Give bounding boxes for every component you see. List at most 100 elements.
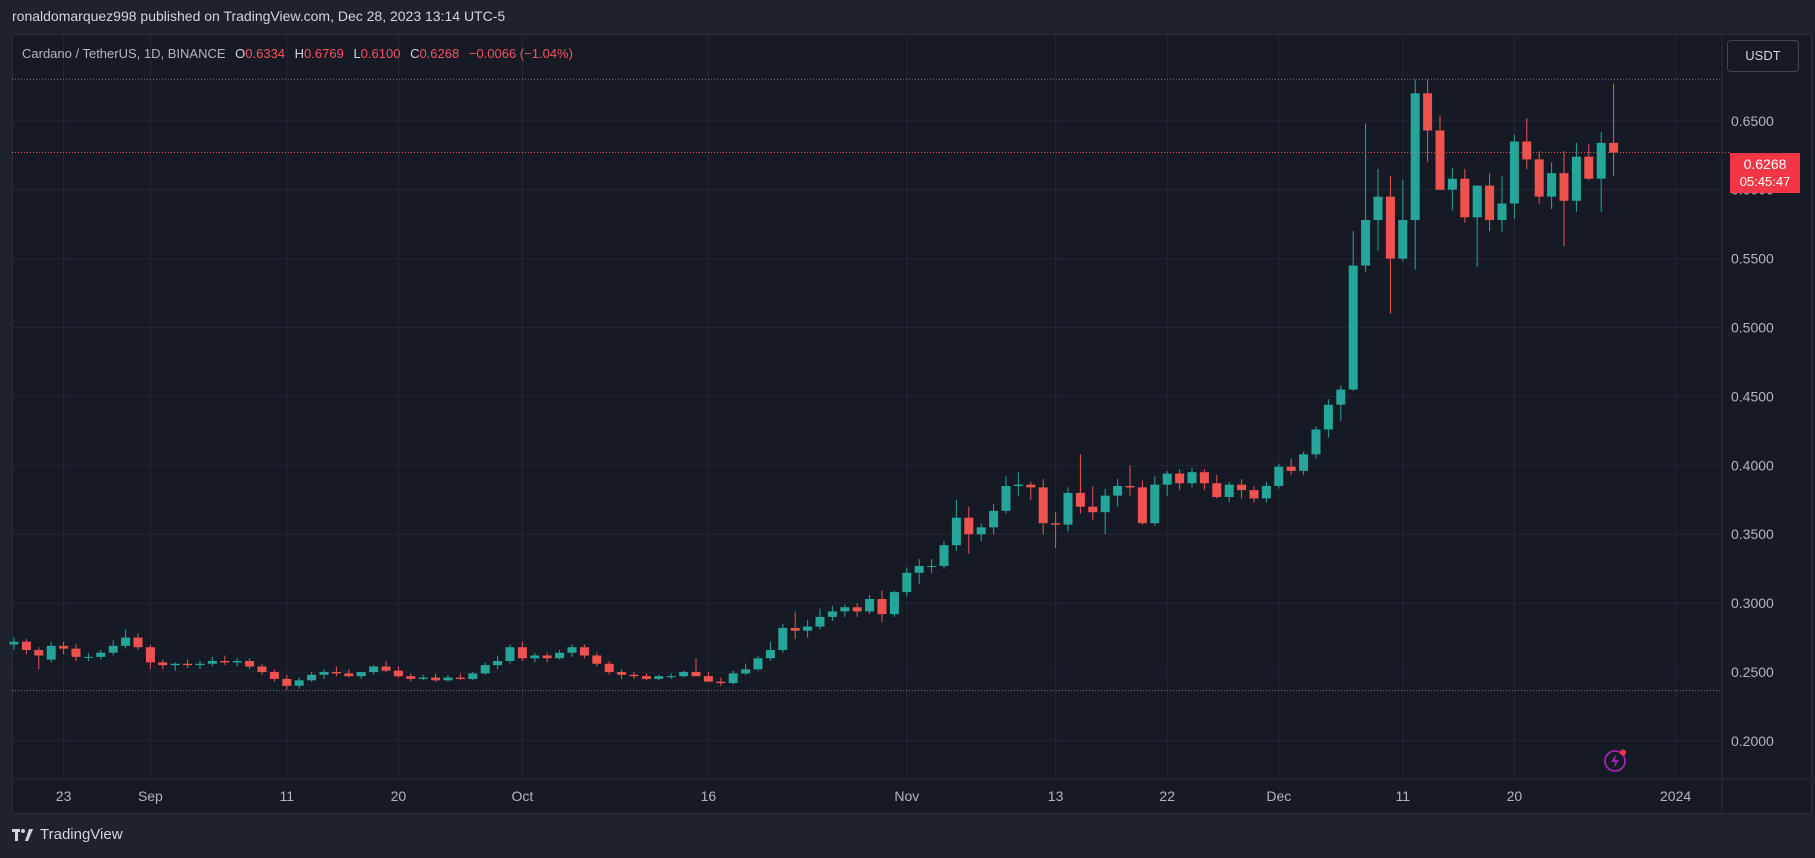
candle (393, 666, 403, 678)
time-tick-label: 20 (1507, 788, 1523, 804)
candle-body (703, 676, 713, 682)
candle (294, 677, 304, 689)
price-tick-label: 0.2500 (1731, 664, 1774, 680)
candle-body (83, 656, 93, 658)
candle-body (889, 592, 899, 615)
candle-body (1063, 492, 1073, 525)
candle-body (381, 666, 391, 671)
candle-body (1385, 196, 1395, 259)
candle (493, 655, 503, 670)
candle-body (840, 607, 850, 612)
time-tick-label: 11 (1396, 788, 1411, 804)
candle (1137, 480, 1147, 525)
time-axis[interactable]: 23 Sep 11 20 Oct 16 Nov 13 22 Dec 11 20 2024 (12, 778, 1812, 804)
candle-body (517, 647, 527, 659)
candle (1162, 470, 1172, 496)
candle (927, 559, 937, 573)
candle-body (356, 672, 366, 677)
candle (1212, 474, 1222, 499)
candle-body (1559, 173, 1569, 201)
candle (1187, 468, 1197, 488)
candle-body (455, 677, 465, 679)
candle (592, 652, 602, 667)
candle (46, 641, 56, 663)
candle (121, 629, 131, 649)
lightning-bolt-icon[interactable] (1603, 749, 1627, 773)
candle-body (1249, 490, 1259, 499)
candle (604, 661, 614, 675)
candle-body (877, 598, 887, 615)
candle (356, 672, 366, 679)
candle (753, 655, 763, 671)
time-tick-label: 11 (280, 788, 295, 804)
candle-body (1038, 487, 1048, 524)
publish-info: ronaldomarquez998 published on TradingVi… (12, 8, 506, 24)
candle (331, 666, 341, 677)
candle (840, 604, 850, 617)
candle-body (21, 641, 31, 650)
candle-body (1361, 220, 1371, 266)
currency-button[interactable]: USDT (1727, 40, 1799, 72)
open-key: O (235, 46, 246, 61)
candle (741, 663, 751, 675)
price-axis[interactable]: 0.2000 0.2500 0.3000 0.3500 0.4000 0.4500 0.50… (1721, 35, 1774, 813)
time-tick-label: Dec (1266, 788, 1291, 804)
candle (666, 673, 676, 679)
candle-body (530, 655, 540, 659)
candle-body (319, 672, 329, 675)
candle-body (46, 645, 56, 660)
candle-body (195, 663, 205, 666)
candle (579, 644, 589, 659)
candle (83, 652, 93, 662)
candle-body (1423, 93, 1433, 131)
candle (1001, 476, 1011, 514)
candle-body (902, 572, 912, 593)
candle-body (1373, 196, 1383, 221)
candle (443, 674, 453, 682)
time-tick-label: 2024 (1660, 788, 1691, 804)
candle-body (567, 647, 577, 653)
candle (877, 590, 887, 623)
reference-lines (12, 78, 1730, 692)
candle (145, 644, 155, 670)
candle-body (1609, 142, 1619, 153)
candle (1385, 175, 1395, 314)
bar-countdown: 05:45:47 (1739, 174, 1791, 189)
candle (728, 670, 738, 685)
open-value: 0.6334 (245, 46, 286, 61)
candle (269, 669, 279, 682)
candle (1299, 451, 1309, 475)
candle-body (257, 666, 267, 673)
time-tick-label: 22 (1159, 788, 1175, 804)
candle (976, 523, 986, 542)
candle-body (790, 627, 800, 631)
footer-brand[interactable]: TradingView (12, 826, 123, 843)
candle (282, 674, 292, 690)
candle (1410, 79, 1420, 270)
price-tick-label: 0.5500 (1731, 251, 1774, 267)
price-tick-label: 0.3500 (1731, 526, 1774, 542)
candle-body (344, 673, 354, 677)
candle-body (232, 661, 242, 663)
candle-body (716, 681, 726, 684)
candle (319, 669, 329, 679)
candle (406, 673, 416, 682)
candle-body (443, 677, 453, 681)
candle-body (679, 672, 689, 677)
candle (34, 647, 44, 670)
candle-body (765, 649, 775, 659)
candle-body (96, 652, 106, 657)
candle (59, 641, 69, 655)
candle-body (59, 645, 69, 649)
candle-body (1100, 495, 1110, 513)
candle (1398, 180, 1408, 262)
candle-body (865, 598, 875, 612)
candle-body (1323, 404, 1333, 430)
candle (1571, 142, 1581, 212)
candle (96, 649, 106, 660)
candle-body (1398, 220, 1408, 259)
candle-body (1088, 506, 1098, 513)
candle (964, 506, 974, 554)
candle-body (307, 674, 317, 681)
